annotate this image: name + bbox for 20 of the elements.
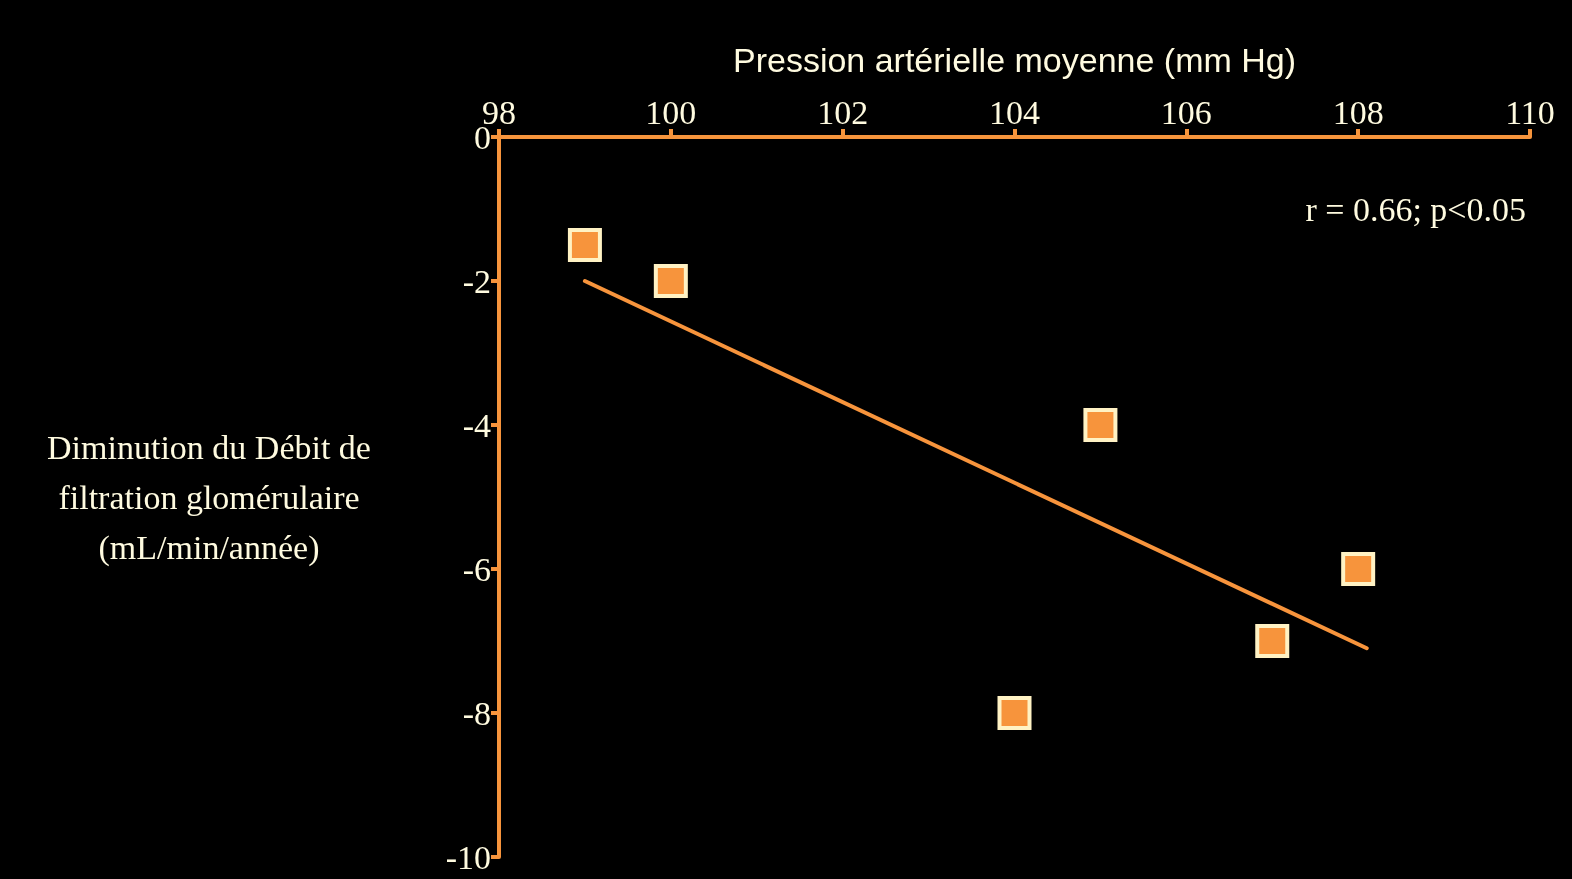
x-tick-label: 106 — [1160, 93, 1212, 131]
point — [567, 228, 602, 262]
x-tick-label: 100 — [645, 93, 697, 131]
y-tick-label: -8 — [462, 694, 491, 732]
x-axis-title: Pression artérielle moyenne (mm Hg) — [732, 41, 1297, 79]
y-tick-label: -6 — [462, 550, 491, 588]
point — [1083, 408, 1118, 442]
y-tick-label: -10 — [445, 838, 491, 876]
point — [997, 696, 1032, 730]
point — [1255, 624, 1290, 658]
y-tick-label: -2 — [462, 262, 491, 300]
point — [1341, 552, 1376, 586]
y-axis-title: Diminution du Débit de filtration glomérulaire (mL/min/année) — [47, 428, 371, 567]
point — [653, 264, 688, 298]
x-tick-label: 110 — [1505, 93, 1555, 131]
y-tick-label: -4 — [462, 406, 491, 444]
annotation: r = 0.66; p<0.05 — [1305, 190, 1527, 228]
x-tick-label: 102 — [817, 93, 869, 131]
x-tick-label: 108 — [1332, 93, 1384, 131]
x-tick-label: 104 — [989, 93, 1040, 131]
